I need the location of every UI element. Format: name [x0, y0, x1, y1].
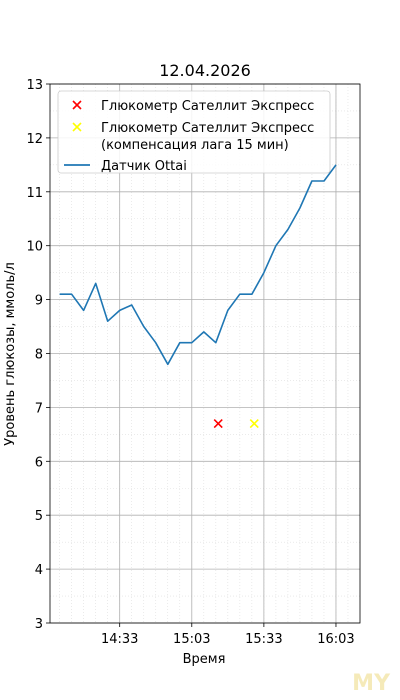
x-tick-label: 14:33 [101, 632, 138, 647]
legend-marker-glucometer [72, 100, 82, 110]
legend-marker-glucometer-lag [72, 122, 82, 132]
x-tick-label: 15:33 [245, 632, 282, 647]
data-point-glucometer-lag-compensated [249, 419, 259, 429]
legend-label: (компенсация лага 15 мин) [101, 138, 289, 153]
y-tick-label: 13 [26, 78, 43, 93]
x-axis-label: Время [183, 652, 226, 667]
plot-area: 3 4 5 6 7 8 9 10 11 12 13 14:33 15:03 15:33 16:03 Глюко… [26, 78, 361, 647]
y-tick-label: 6 [35, 455, 43, 470]
y-tick-label: 3 [35, 617, 43, 632]
legend-label: Глюкометр Сателлит Экспресс [101, 121, 314, 136]
y-tick-label: 5 [35, 509, 43, 524]
data-point-glucometer [213, 419, 223, 429]
x-tick-label: 16:03 [317, 632, 354, 647]
y-axis-label: Уровень глюкозы, ммоль/л [3, 262, 18, 446]
y-tick-label: 4 [35, 563, 43, 578]
legend-label: Датчик Ottai [101, 159, 187, 174]
legend-box [57, 90, 331, 174]
y-tick-label: 11 [26, 186, 43, 201]
x-tick-label: 15:03 [173, 632, 210, 647]
y-tick-label: 9 [35, 294, 43, 309]
watermark: MY [352, 671, 390, 696]
chart-title: 12.04.2026 [159, 61, 251, 80]
y-tick-label: 12 [26, 132, 43, 147]
y-tick-label: 8 [35, 348, 43, 363]
y-tick-label: 7 [35, 401, 43, 416]
y-tick-label: 10 [26, 240, 43, 255]
legend-label: Глюкометр Сателлит Экспресс [101, 99, 314, 114]
series-line-ottai [59, 164, 337, 366]
